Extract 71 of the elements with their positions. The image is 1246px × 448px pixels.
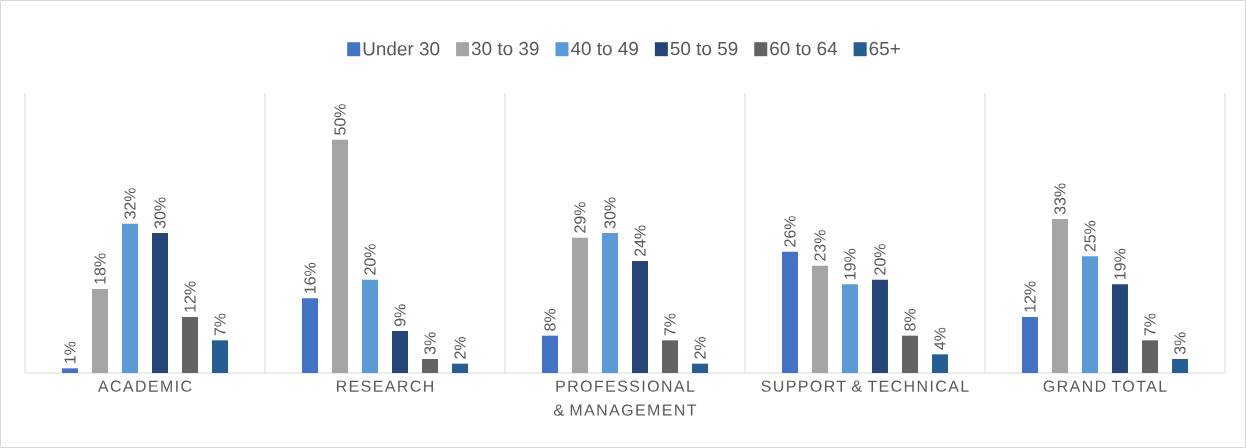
x-tick-label: ACADEMIC [97, 380, 192, 392]
data-label: 7% [214, 313, 226, 336]
data-label: 2% [694, 336, 706, 359]
legend-label: 60 to 64 [770, 41, 838, 56]
bar [691, 363, 708, 373]
data-label: 7% [1144, 313, 1156, 336]
bar [301, 298, 318, 373]
bar [601, 233, 618, 373]
bar [62, 368, 78, 373]
bar [811, 265, 828, 373]
data-label: 30% [604, 197, 616, 229]
legend-label: 30 to 39 [471, 41, 539, 56]
bar [571, 237, 588, 373]
data-label: 1% [64, 341, 76, 363]
bar [92, 289, 108, 373]
bar [1051, 219, 1068, 373]
data-label: 2% [454, 336, 466, 359]
data-label: 23% [814, 230, 826, 261]
data-label: 20% [874, 244, 886, 275]
data-label: 12% [1024, 281, 1036, 312]
legend-label: Under 30 [363, 41, 440, 56]
bar [631, 261, 648, 373]
legend-label: 40 to 49 [570, 41, 638, 56]
bar [781, 251, 798, 373]
bar [421, 359, 438, 373]
bar [1141, 340, 1158, 373]
data-label: 9% [394, 304, 406, 327]
bar [331, 139, 348, 373]
data-label: 12% [184, 281, 196, 312]
data-label: 3% [424, 332, 436, 355]
bar [152, 233, 168, 373]
bar [1081, 256, 1098, 373]
data-label: 18% [94, 253, 106, 284]
data-label: 19% [844, 248, 856, 279]
bar [1111, 284, 1128, 373]
data-label: 7% [664, 313, 676, 336]
data-label: 24% [634, 225, 646, 256]
bar [451, 363, 468, 373]
bar [871, 279, 888, 373]
data-label: 30% [154, 197, 166, 229]
data-label: 25% [1084, 220, 1096, 252]
data-label: 50% [334, 104, 346, 135]
data-label: 32% [124, 188, 136, 219]
data-label: 8% [544, 308, 556, 331]
bar [182, 317, 198, 373]
data-label: 16% [304, 262, 316, 293]
data-label: 33% [1054, 183, 1066, 215]
bar [841, 284, 858, 373]
data-label: 8% [904, 308, 916, 331]
legend-label: 65+ [869, 41, 900, 56]
bar [541, 335, 558, 373]
data-label: 4% [934, 327, 946, 350]
legend-label: 50 to 59 [670, 41, 738, 56]
data-label: 29% [574, 202, 586, 233]
data-label: 3% [1174, 332, 1186, 355]
bar [931, 354, 948, 373]
x-tick-label: SUPPORT & TECHNICAL [761, 380, 969, 392]
x-tick-label: RESEARCH [336, 380, 433, 392]
bar [361, 279, 378, 373]
x-tick-label: PROFESSIONAL & MANAGEMENT [554, 380, 697, 416]
data-label: 19% [1114, 248, 1126, 279]
bar [391, 331, 408, 373]
bar [901, 335, 918, 373]
bar [212, 340, 228, 373]
bar [661, 340, 678, 373]
bar [1171, 359, 1188, 373]
bar [1021, 317, 1038, 373]
x-tick-label: GRAND TOTAL [1043, 380, 1167, 392]
data-label: 20% [364, 244, 376, 275]
bar [122, 223, 138, 373]
data-label: 26% [784, 216, 796, 247]
